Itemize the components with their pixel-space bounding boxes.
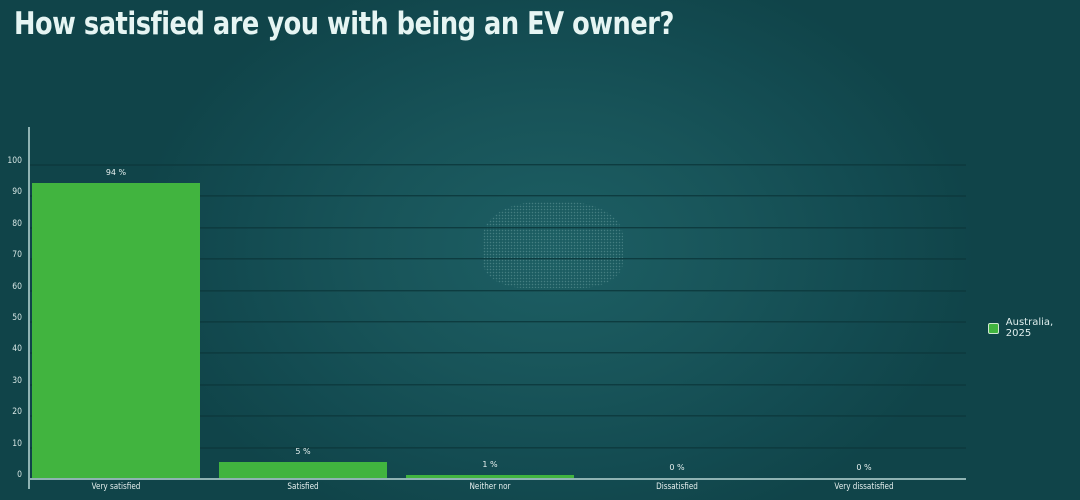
gridline <box>30 289 966 291</box>
legend-swatch-icon <box>988 322 999 334</box>
y-tick-label: 0 <box>17 470 22 480</box>
gridline <box>30 226 966 228</box>
gridline <box>30 164 966 165</box>
bar-value-label: 0 % <box>856 463 872 472</box>
y-tick-label: 10 <box>12 438 22 449</box>
legend-label: Australia, 2025 <box>1005 317 1054 339</box>
y-tick-label: 40 <box>12 344 22 355</box>
y-tick-label: 50 <box>12 313 22 323</box>
gridline <box>30 321 966 322</box>
y-tick-label: 30 <box>12 375 22 386</box>
y-tick-label: 20 <box>12 407 22 418</box>
y-axis <box>28 127 30 489</box>
y-tick-label: 70 <box>12 250 22 261</box>
bar-value-label: 94 % <box>105 167 127 177</box>
chart-title: How satisfied are you with being an EV o… <box>14 6 674 42</box>
gridline <box>30 258 966 260</box>
x-tick-label: Dissatisfied <box>656 482 698 492</box>
bar[interactable] <box>219 462 387 478</box>
y-tick-label: 60 <box>12 281 22 292</box>
watermark-logo-icon <box>483 202 623 288</box>
x-tick-label: Very dissatisfied <box>834 482 894 492</box>
bar-value-label: 1 % <box>482 459 498 469</box>
y-tick-label: 80 <box>12 218 22 229</box>
bar-value-label: 0 % <box>669 463 685 472</box>
x-tick-label: Neither nor <box>469 482 511 492</box>
bar[interactable] <box>406 474 574 478</box>
gridline <box>30 383 966 385</box>
legend-item[interactable]: Australia, 2025 <box>988 317 1080 339</box>
y-tick-label: 90 <box>12 187 22 198</box>
bar-value-label: 5 % <box>295 447 311 457</box>
x-tick-label: Satisfied <box>287 482 319 492</box>
x-axis <box>28 478 966 480</box>
gridline <box>30 352 966 354</box>
x-tick-label: Very satisfied <box>91 482 141 492</box>
y-tick-label: 100 <box>7 156 22 166</box>
gridline <box>30 415 966 417</box>
bar[interactable] <box>32 182 200 478</box>
gridline <box>30 195 966 197</box>
gridline <box>30 446 966 448</box>
